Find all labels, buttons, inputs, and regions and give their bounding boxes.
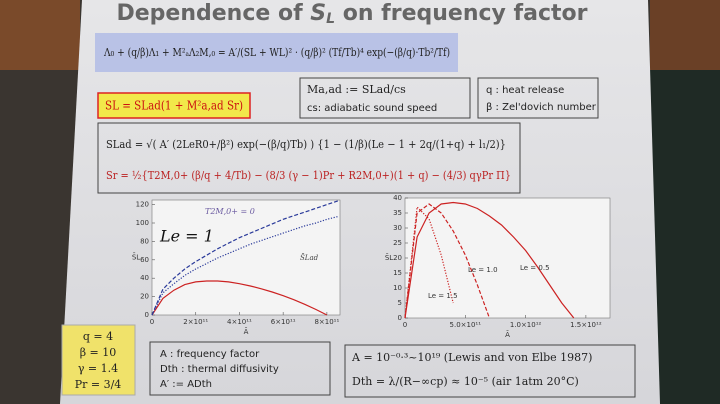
eq-box [95,33,458,72]
definition: β : Zel'dovich number [486,102,597,113]
definition: cs: adiabatic sound speed [307,103,437,114]
y-tick-label: 30 [393,224,402,232]
annotation: S̄Lad [300,253,319,262]
box [344,344,636,398]
definition: Ma,ad := SLad/cs [307,83,406,96]
y-tick-label: 20 [140,293,149,301]
equation: Sr = ½{T2M,0+ (β/q + 4/Tb) − (8/3 (γ − 1… [106,169,511,182]
y-axis-label: S̄L [385,253,393,262]
box [299,77,471,119]
param: q = 4 [83,330,113,343]
series-line [151,216,338,316]
board [650,70,720,404]
series-line [404,203,490,319]
y-tick-label: 80 [140,237,149,245]
wood-board [0,0,80,70]
y-tick-label: 120 [136,201,149,209]
y-tick-label: 100 [136,219,149,227]
equation: SL = SLad(1 + M²a,ad Sr) [105,99,243,113]
series-line [151,200,338,316]
title-part: L [326,11,335,27]
x-tick-label: 1.5×10¹² [570,321,602,329]
y-tick-label: 15 [393,269,402,277]
annotation: Le = 1 [159,227,214,246]
x-tick-label: 8×10¹¹ [314,318,339,326]
y-tick-label: 0 [398,314,402,322]
y-tick-label: 35 [393,209,402,217]
series-label: Le = 0.5 [520,264,550,272]
x-tick-label: 1.0×10¹² [510,321,542,329]
plot-frame [151,199,341,316]
series-line [404,201,575,319]
y-tick-label: 40 [393,194,402,202]
notation: A′ := ADth [160,379,212,390]
reference: Dth = λ/(R−∞cp) ≈ 10⁻⁵ (air 1atm 20°C) [352,375,579,388]
x-tick-label: 0 [403,321,407,329]
box [477,77,599,119]
y-tick-label: 0 [145,311,149,319]
x-tick-label: 0 [150,318,154,326]
series-label: Le = 1.0 [468,266,498,274]
wood-board [650,0,720,70]
param-box [61,324,136,396]
y-tick-label: 5 [398,299,402,307]
y-tick-label: 60 [140,256,149,264]
param: β = 10 [80,346,117,359]
series-label: Le = 1.5 [428,292,458,300]
title-part: Dependence of [116,1,310,26]
x-axis-label: Ā [244,327,249,336]
annotation: T2M,0+ = 0 [205,207,255,216]
equation: Λ₀ + (q/β)Λ₁ + M²ₐΛ₂M,₀ = A′/(SL + WL)² … [103,46,450,59]
y-tick-label: 25 [393,239,402,247]
y-axis-label: S̄L [132,252,140,261]
title-part: S [310,1,326,26]
eq-box [97,92,251,119]
param: Pr = 3/4 [75,378,122,391]
title-part: on frequency factor [335,1,588,26]
box [149,341,331,396]
x-tick-label: 6×10¹¹ [271,318,296,326]
series-line [151,280,328,316]
param: γ = 1.4 [78,362,118,375]
y-tick-label: 40 [140,274,149,282]
reference: A = 10⁻⁰·³~10¹⁹ (Lewis and von Elbe 1987… [351,351,592,364]
plot-frame [404,197,611,319]
equation: SLad = √( A′ (2LeR0+/β²) exp(−(β/q)Tb) )… [106,138,506,151]
y-tick-label: 20 [393,254,402,262]
x-tick-label: 2×10¹¹ [183,318,208,326]
x-tick-label: 5.0×10¹¹ [450,321,482,329]
series-line [404,205,454,319]
x-tick-label: 4×10¹¹ [227,318,252,326]
box [97,122,521,194]
slide-title: Dependence of SL on frequency factor [116,1,587,27]
notation: A : frequency factor [160,349,260,360]
definition: q : heat release [486,85,564,96]
y-tick-label: 10 [393,284,402,292]
notation: Dth : thermal diffusivity [160,364,279,375]
x-axis-label: Ā [505,330,510,339]
